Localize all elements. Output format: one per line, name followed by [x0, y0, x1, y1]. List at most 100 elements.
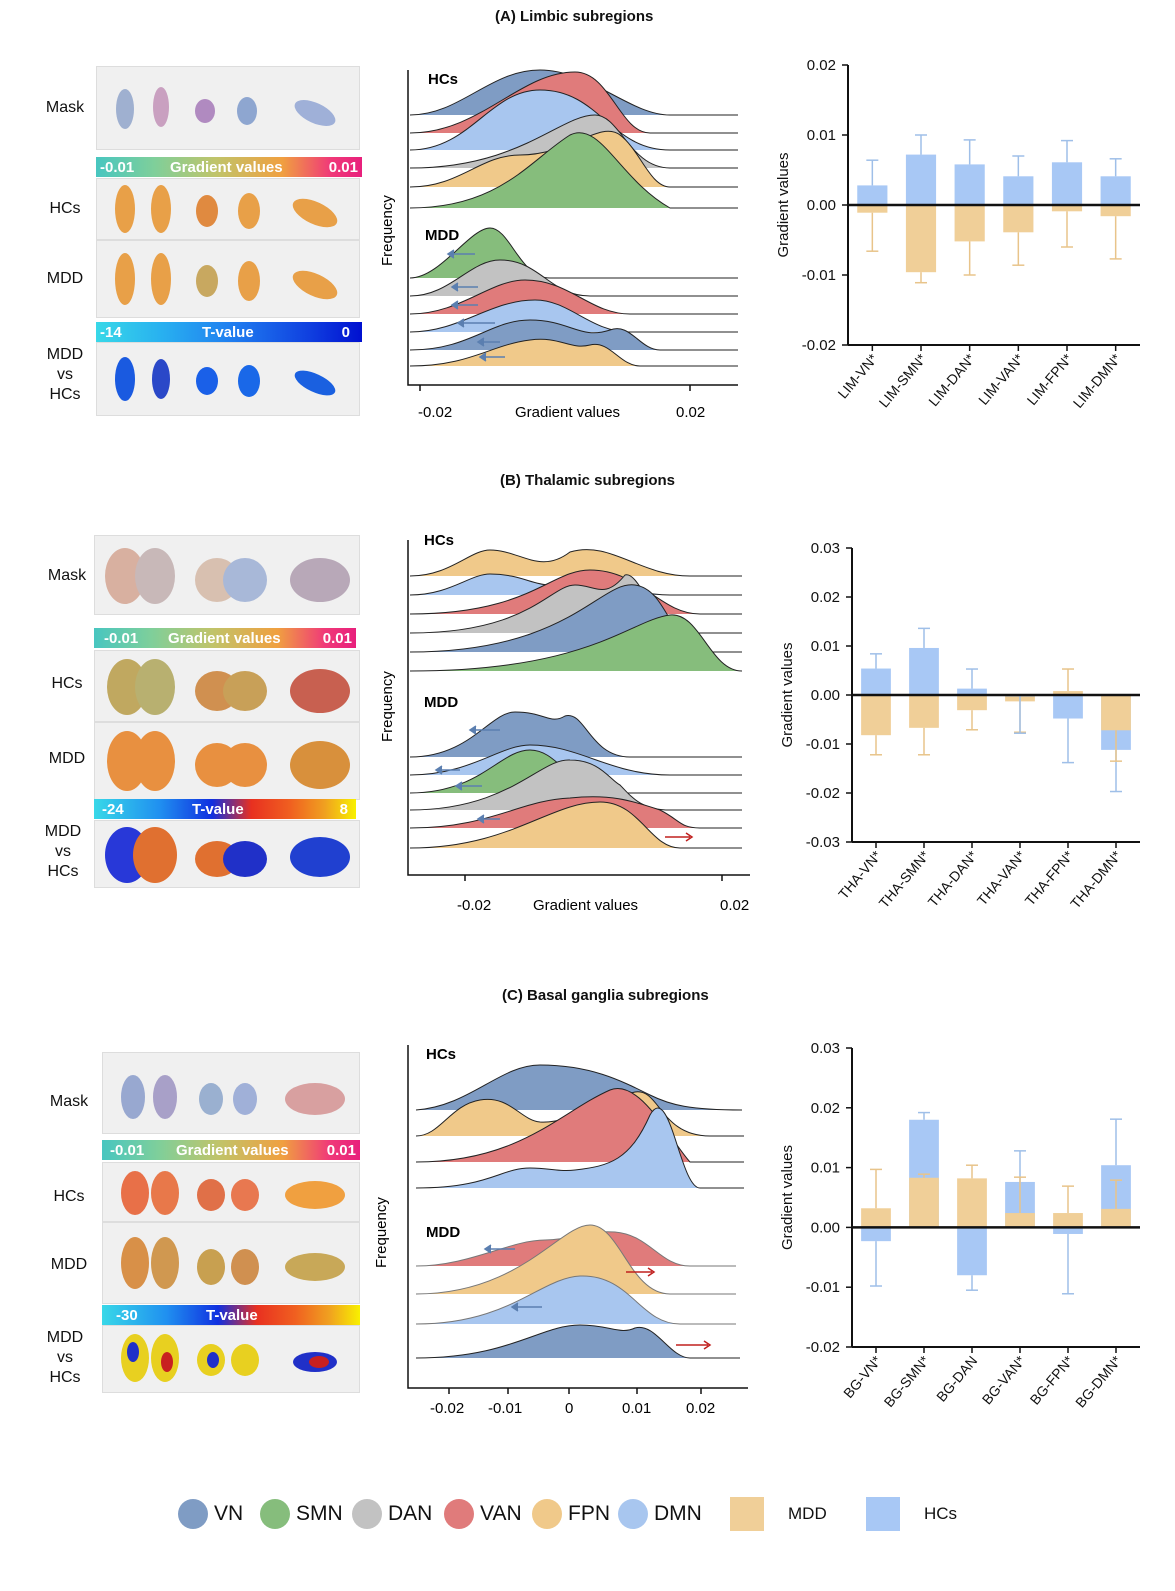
ridge-hcs-smn: [409, 614, 743, 672]
ridge-xtick: 0.02: [720, 897, 749, 914]
bar-mdd: [1005, 1213, 1035, 1228]
panel-c-ridgeline: HCs MDD Frequency -0.02 -0.01 0 0.01 0.0…: [373, 1045, 748, 1417]
colorbar-label: Gradient values: [170, 158, 283, 176]
y-tick-label: -0.01: [806, 1279, 840, 1296]
ridge-mdd-fpn: [409, 801, 742, 849]
x-tick-label: LIM-SMN*: [876, 350, 930, 410]
y-tick-label: -0.03: [806, 834, 840, 851]
y-tick-label: 0.00: [807, 197, 836, 214]
bar-hcs: [1053, 1227, 1083, 1234]
bar-hcs: [1003, 176, 1034, 205]
legend-label: VN: [214, 1502, 244, 1525]
bar-mdd: [861, 695, 891, 736]
bar-mdd: [1053, 1213, 1083, 1228]
x-tick-label: LIM-VN*: [834, 350, 881, 401]
colorbar-label: T-value: [206, 1306, 258, 1324]
panel-a-mdd-image: [96, 240, 360, 318]
colorbar-min: -24: [102, 800, 124, 818]
panel-a-mask-image: [96, 66, 360, 150]
y-tick-label: 0.02: [811, 1100, 840, 1117]
legend-item-vn: VN: [178, 1492, 243, 1536]
y-axis-label: Gradient values: [779, 642, 796, 747]
legend-swatch: [730, 1497, 764, 1531]
y-tick-label: -0.01: [802, 267, 836, 284]
ridge-xlabel: Gradient values: [533, 897, 638, 914]
colorbar-max: 0.01: [326, 1141, 356, 1159]
y-tick-label: -0.02: [806, 1339, 840, 1356]
ridge-hcs-fpn: [409, 549, 742, 577]
bar-mdd: [1101, 695, 1131, 731]
colorbar-min: -0.01: [100, 158, 135, 176]
colorbar-min: -0.01: [110, 1141, 145, 1159]
panel-c-label-mdd: MDD: [50, 1256, 88, 1273]
legend-swatch: [260, 1499, 290, 1529]
bar-mdd: [905, 205, 937, 273]
x-tick-label: LIM-VAN*: [975, 350, 1027, 408]
panel-b-mdd-image: [94, 722, 360, 800]
ridge-xtick: 0.01: [622, 1400, 651, 1417]
bar-hcs: [905, 154, 937, 205]
y-axis-label: Gradient values: [779, 1145, 796, 1250]
ridge-hcs-label: HCs: [426, 1046, 456, 1063]
ridge-mdd-label: MDD: [425, 227, 459, 244]
colorbar-max: 8: [339, 800, 348, 818]
y-tick-label: 0.01: [807, 127, 836, 144]
ridge-hcs-label: HCs: [424, 532, 454, 549]
panel-c-vs-image: [102, 1325, 360, 1393]
panel-a-title: (A) Limbic subregions: [495, 8, 654, 25]
ridge-mdd-dmn: [409, 299, 738, 333]
colorbar-max: 0.01: [328, 158, 358, 176]
ridge-hcs-smn: [409, 132, 738, 209]
ridge-xtick: 0: [565, 1400, 573, 1417]
panel-b-mask-image: [94, 535, 360, 615]
ridge-xtick: 0.02: [686, 1400, 715, 1417]
legend-item-dmn: DMN: [618, 1492, 702, 1536]
x-tick-label: BG-SMN*: [881, 1352, 933, 1410]
ridge-mdd-dmn: [415, 1275, 736, 1325]
panel-b-label-vs-1: MDD: [44, 823, 82, 840]
ridge-axes: [407, 70, 738, 391]
panel-c-gradient-colorbar: -0.01 Gradient values 0.01: [102, 1140, 360, 1160]
bar-mdd: [861, 1208, 891, 1228]
ridge-hcs-dmn: [415, 1107, 744, 1189]
bar-hcs: [857, 185, 888, 205]
panel-b-label-hcs: HCs: [51, 675, 83, 692]
bar-mdd: [1053, 691, 1083, 695]
y-tick-label: 0.01: [811, 638, 840, 655]
ridge-xlabel: Gradient values: [515, 404, 620, 421]
bar-hcs: [861, 668, 891, 695]
panel-a-label-mdd: MDD: [46, 270, 84, 287]
y-tick-label: 0.01: [811, 1160, 840, 1177]
ridge-hcs-label: HCs: [428, 71, 458, 88]
ridge-mdd-fpn: [415, 1224, 736, 1295]
panel-c-label-vs-3: HCs: [49, 1369, 81, 1386]
colorbar-label: T-value: [202, 323, 254, 341]
legend-item-dan: DAN: [352, 1492, 432, 1536]
panel-c-mask-image: [102, 1052, 360, 1134]
ridge-mdd-dan: [409, 759, 742, 811]
ridge-ylabel: Frequency: [379, 671, 396, 742]
bar-mdd: [1101, 1208, 1131, 1228]
y-tick-label: -0.02: [806, 785, 840, 802]
panel-b-label-mdd: MDD: [48, 750, 86, 767]
colorbar-label: Gradient values: [168, 629, 281, 647]
panel-a-label-vs-2: vs: [57, 366, 73, 383]
ridge-shift-arrows-red: [626, 1267, 712, 1350]
x-tick-label: BG-DAN: [933, 1353, 980, 1405]
legend: VN SMN DAN VAN FPN DMN MDD HCs: [170, 1492, 1070, 1536]
x-tick-label: LIM-DMN*: [1070, 350, 1125, 411]
y-tick-label: -0.01: [806, 736, 840, 753]
legend-label: FPN: [568, 1502, 610, 1525]
panel-b-label-vs-2: vs: [55, 843, 71, 860]
colorbar-max: 0: [341, 323, 350, 341]
legend-label: HCs: [924, 1504, 958, 1523]
panel-c-hcs-image: [102, 1162, 360, 1222]
x-tick-label: BG-DMN*: [1072, 1352, 1125, 1410]
bar-hcs: [957, 1227, 987, 1276]
ridge-mdd-vn: [415, 1324, 740, 1359]
panel-b-t-colorbar: -24 T-value 8: [94, 799, 356, 819]
x-tick-label: BG-FPN*: [1027, 1352, 1077, 1407]
legend-label: DAN: [388, 1502, 433, 1525]
bar-mdd: [954, 205, 985, 242]
bar-mdd: [909, 1177, 939, 1228]
